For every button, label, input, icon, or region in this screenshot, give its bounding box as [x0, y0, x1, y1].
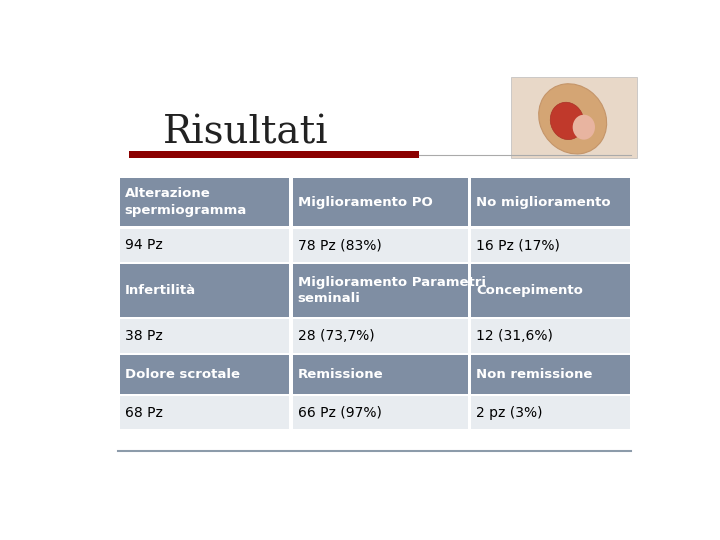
FancyBboxPatch shape: [471, 265, 629, 317]
FancyBboxPatch shape: [471, 355, 629, 394]
Text: 94 Pz: 94 Pz: [125, 238, 162, 252]
Text: 78 Pz (83%): 78 Pz (83%): [297, 238, 382, 252]
Ellipse shape: [572, 114, 595, 140]
Text: 68 Pz: 68 Pz: [125, 406, 163, 420]
Text: Concepimento: Concepimento: [476, 284, 583, 297]
FancyBboxPatch shape: [471, 178, 629, 226]
Text: 2 pz (3%): 2 pz (3%): [476, 406, 543, 420]
Text: Non remissione: Non remissione: [476, 368, 593, 381]
Text: 12 (31,6%): 12 (31,6%): [476, 329, 553, 343]
FancyBboxPatch shape: [129, 151, 419, 158]
FancyBboxPatch shape: [292, 265, 468, 317]
Text: Dolore scrotale: Dolore scrotale: [125, 368, 240, 381]
FancyBboxPatch shape: [292, 320, 468, 353]
FancyBboxPatch shape: [292, 396, 468, 429]
FancyBboxPatch shape: [120, 178, 289, 226]
Text: Remissione: Remissione: [297, 368, 383, 381]
FancyBboxPatch shape: [471, 320, 629, 353]
FancyBboxPatch shape: [471, 396, 629, 429]
Text: 16 Pz (17%): 16 Pz (17%): [476, 238, 560, 252]
Text: 38 Pz: 38 Pz: [125, 329, 162, 343]
Ellipse shape: [539, 84, 607, 154]
FancyBboxPatch shape: [120, 320, 289, 353]
FancyBboxPatch shape: [120, 265, 289, 317]
FancyBboxPatch shape: [292, 228, 468, 262]
Text: 66 Pz (97%): 66 Pz (97%): [297, 406, 382, 420]
FancyBboxPatch shape: [120, 355, 289, 394]
FancyBboxPatch shape: [511, 77, 637, 158]
Text: Risultati: Risultati: [163, 114, 328, 152]
FancyBboxPatch shape: [292, 355, 468, 394]
FancyBboxPatch shape: [120, 396, 289, 429]
Ellipse shape: [550, 102, 584, 140]
Text: Miglioramento Parametri
seminali: Miglioramento Parametri seminali: [297, 276, 485, 306]
FancyBboxPatch shape: [120, 228, 289, 262]
Text: Miglioramento PO: Miglioramento PO: [297, 195, 432, 208]
Text: Infertilità: Infertilità: [125, 284, 196, 297]
Text: No miglioramento: No miglioramento: [476, 195, 611, 208]
Text: Alterazione
spermiogramma: Alterazione spermiogramma: [125, 187, 247, 217]
FancyBboxPatch shape: [292, 178, 468, 226]
Text: 28 (73,7%): 28 (73,7%): [297, 329, 374, 343]
FancyBboxPatch shape: [471, 228, 629, 262]
